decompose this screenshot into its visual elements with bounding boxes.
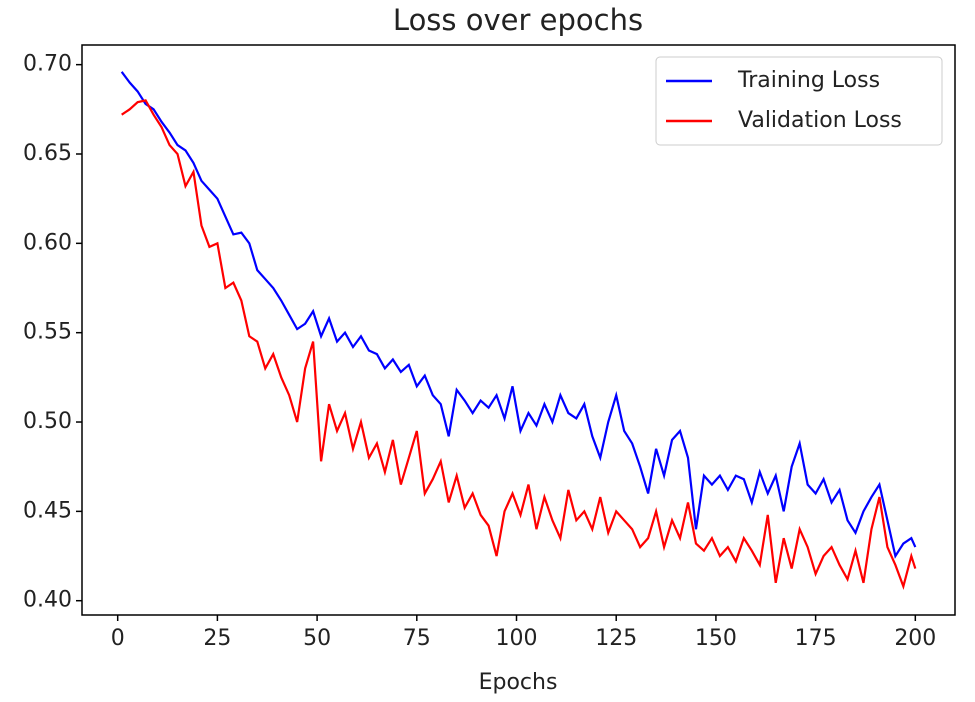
x-tick-label: 0 [111, 626, 125, 651]
y-tick-label: 0.55 [23, 320, 72, 345]
y-tick-label: 0.50 [23, 409, 72, 434]
legend-label: Validation Loss [738, 108, 902, 133]
legend-label: Training Loss [737, 68, 880, 93]
x-tick-label: 100 [496, 626, 538, 651]
plot-frame [81, 44, 956, 616]
x-tick-label: 175 [795, 626, 837, 651]
y-tick-label: 0.65 [23, 141, 72, 166]
x-tick-label: 150 [695, 626, 737, 651]
x-tick-label: 75 [403, 626, 431, 651]
x-tick-label: 50 [303, 626, 331, 651]
x-tick-label: 200 [894, 626, 936, 651]
y-tick-label: 0.40 [23, 588, 72, 613]
y-tick-label: 0.70 [23, 52, 72, 77]
legend-box [655, 56, 943, 146]
chart-title: Loss over epochs [393, 3, 643, 37]
x-tick-label: 25 [203, 626, 231, 651]
x-tick-label: 125 [595, 626, 637, 651]
x-axis-label: Epochs [479, 670, 558, 695]
line-series [120, 71, 917, 559]
y-tick-label: 0.60 [23, 230, 72, 255]
line-series [121, 99, 917, 591]
y-tick-label: 0.45 [23, 498, 72, 523]
